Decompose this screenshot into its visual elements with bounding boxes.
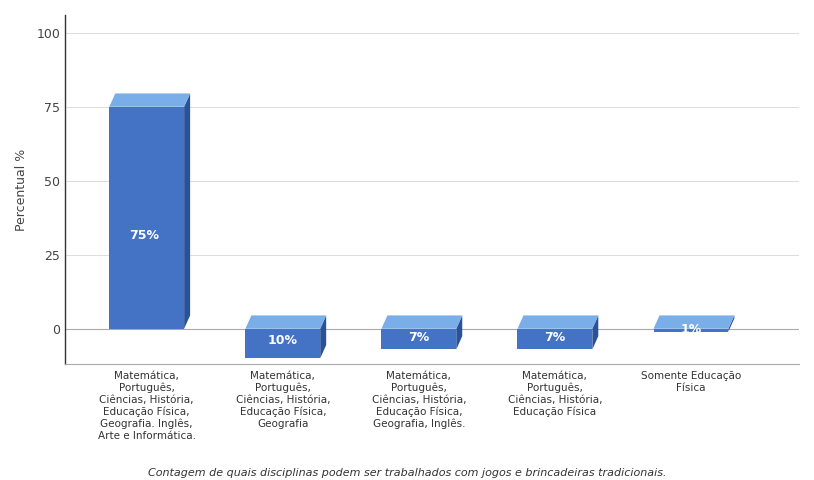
Polygon shape xyxy=(245,329,320,359)
Polygon shape xyxy=(654,315,734,329)
Polygon shape xyxy=(184,94,190,329)
Polygon shape xyxy=(382,329,457,349)
Text: 7%: 7% xyxy=(408,331,430,344)
Polygon shape xyxy=(593,315,598,349)
Text: 10%: 10% xyxy=(268,334,298,347)
Text: 7%: 7% xyxy=(545,331,566,344)
Polygon shape xyxy=(109,94,190,107)
Y-axis label: Percentual %: Percentual % xyxy=(15,148,28,231)
Polygon shape xyxy=(654,329,729,332)
Text: 75%: 75% xyxy=(129,229,159,242)
Polygon shape xyxy=(729,315,734,332)
Text: 1%: 1% xyxy=(681,324,702,336)
Polygon shape xyxy=(382,315,462,329)
Polygon shape xyxy=(109,107,184,329)
Polygon shape xyxy=(320,315,326,359)
Polygon shape xyxy=(518,315,598,329)
Polygon shape xyxy=(518,329,593,349)
Polygon shape xyxy=(245,315,326,329)
Text: Contagem de quais disciplinas podem ser trabalhados com jogos e brincadeiras tra: Contagem de quais disciplinas podem ser … xyxy=(148,468,666,478)
Polygon shape xyxy=(457,315,462,349)
